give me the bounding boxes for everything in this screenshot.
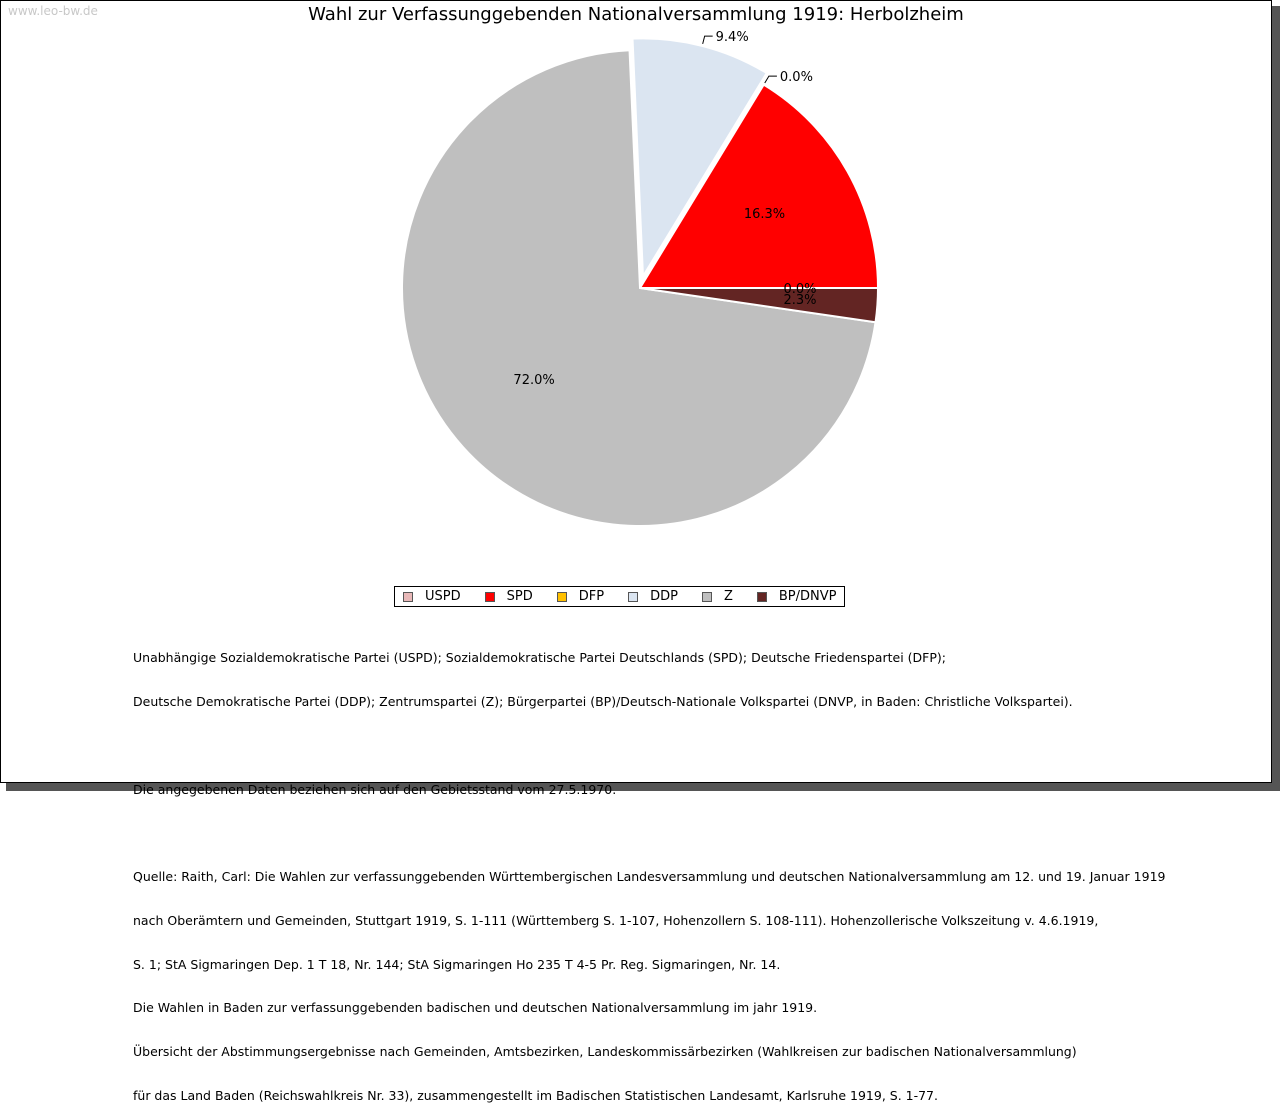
pie-chart: 0.0% 16.3% 0.0% 9.4% 72.0% 2.3%	[401, 30, 880, 527]
legend-item-dfp: DFP	[556, 589, 605, 604]
label-leader-ddp	[702, 35, 713, 45]
notes: Unabhängige Sozialdemokratische Partei (…	[133, 622, 1165, 1118]
legend-label-bp-dnvp: BP/DNVP	[778, 589, 837, 604]
note-source-4: Die Wahlen in Baden zur verfassunggebend…	[133, 1000, 818, 1016]
note-source-5: Übersicht der Abstimmungsergebnisse nach…	[133, 1044, 1077, 1060]
note-source-2: nach Oberämtern und Gemeinden, Stuttgart…	[133, 912, 1099, 928]
slice-label-spd: 16.3%	[744, 207, 785, 222]
slice-label-uspd: 0.0%	[783, 282, 816, 297]
frame-shadow-bottom	[6, 783, 1280, 791]
legend-label-spd: SPD	[506, 589, 533, 604]
legend-swatch-spd	[484, 591, 495, 602]
slice-label-bp-dnvp: 2.3%	[783, 293, 816, 308]
label-leader-dfp	[764, 75, 777, 84]
note-source-1: Quelle: Raith, Carl: Die Wahlen zur verf…	[133, 869, 1166, 885]
legend-item-uspd: USPD	[403, 589, 461, 604]
legend-swatch-z	[701, 591, 712, 602]
slice-label-z: 72.0%	[513, 373, 554, 388]
legend-item-spd: SPD	[484, 589, 533, 604]
note-source-6: für das Land Baden (Reichswahlkreis Nr. …	[133, 1088, 938, 1103]
legend-label-uspd: USPD	[425, 589, 461, 604]
legend-swatch-bp-dnvp	[756, 591, 767, 602]
legend-swatch-uspd	[403, 591, 413, 602]
legend-swatch-ddp	[628, 591, 639, 602]
slice-label-dfp: 0.0%	[780, 70, 813, 85]
pie-slice-ddp	[631, 37, 769, 280]
note-parties-2: Deutsche Demokratische Partei (DDP); Zen…	[133, 693, 1073, 709]
legend-item-bp-dnvp: BP/DNVP	[756, 589, 837, 604]
legend-label-ddp: DDP	[650, 589, 678, 604]
note-territory: Die angegebenen Daten beziehen sich auf …	[133, 781, 617, 797]
legend-label-dfp: DFP	[578, 589, 605, 604]
legend: USPD SPD DFP DDP Z BP/DNVP	[394, 586, 846, 607]
legend-item-ddp: DDP	[628, 589, 678, 604]
pie-slice-bp-dnvp	[639, 287, 880, 324]
slice-label-ddp: 9.4%	[716, 30, 749, 45]
pie-slice-z	[401, 49, 877, 527]
legend-item-z: Z	[701, 589, 733, 604]
legend-swatch-dfp	[556, 591, 567, 602]
legend-label-z: Z	[723, 589, 733, 604]
watermark: www.leo-bw.de	[8, 4, 98, 18]
note-source-3: S. 1; StA Sigmaringen Dep. 1 T 18, Nr. 1…	[133, 956, 781, 972]
note-parties-1: Unabhängige Sozialdemokratische Partei (…	[133, 650, 946, 666]
pie-slice-spd	[638, 83, 880, 289]
chart-title: Wahl zur Verfassunggebenden Nationalvers…	[308, 4, 964, 25]
frame-shadow-right	[1272, 6, 1280, 791]
